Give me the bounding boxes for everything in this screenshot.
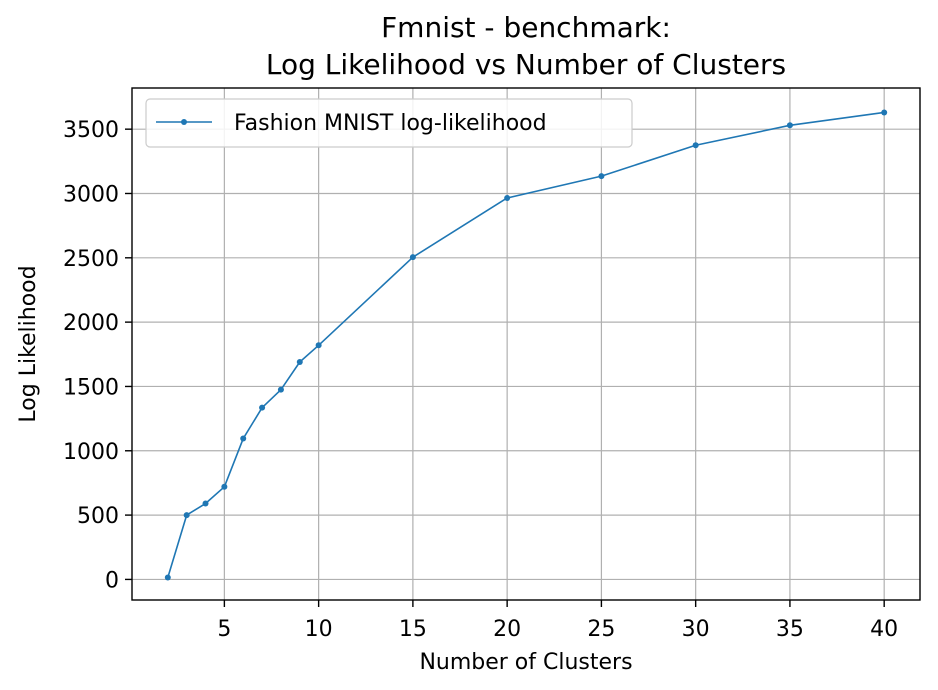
y-axis-ticks: 0 500 1000 1500 2000 2500 3000 3500: [63, 118, 132, 593]
legend-frame: [145, 98, 633, 148]
series-line: [167, 111, 885, 578]
legend-marker: [181, 119, 187, 125]
data-point: [221, 483, 228, 490]
x-axis-label: Number of Clusters: [419, 650, 632, 675]
x-tick-label: 20: [493, 617, 521, 642]
y-axis-label: Log Likelihood: [16, 265, 41, 422]
y-tick-label: 3500: [63, 118, 119, 143]
y-tick-label: 2500: [63, 247, 119, 272]
data-point: [183, 512, 190, 519]
data-point: [409, 254, 416, 261]
data-point: [296, 359, 303, 366]
chart-title: Fmnist - benchmark:: [381, 11, 671, 44]
y-tick-label: 3000: [63, 182, 119, 207]
y-tick-label: 2000: [63, 311, 119, 336]
x-tick-label: 40: [870, 617, 898, 642]
chart-subtitle: Log Likelihood vs Number of Clusters: [266, 48, 786, 81]
y-tick-label: 0: [105, 568, 119, 593]
data-point: [164, 574, 171, 581]
data-point: [504, 194, 511, 201]
y-tick-label: 500: [77, 504, 119, 529]
x-axis-ticks: 5 10 15 20 25 30 35 40: [217, 600, 898, 642]
grid: [132, 88, 920, 600]
y-tick-label: 1000: [63, 440, 119, 465]
data-point: [692, 142, 699, 149]
x-tick-label: 30: [682, 617, 710, 642]
series-layer: [164, 109, 888, 581]
data-point: [881, 109, 888, 116]
x-tick-label: 5: [217, 617, 231, 642]
data-point: [598, 173, 605, 180]
plot-frame: [131, 87, 921, 601]
data-point: [786, 122, 793, 129]
legend: Fashion MNIST log-likelihood: [145, 98, 633, 148]
x-tick-label: 35: [776, 617, 804, 642]
legend-entry-label: Fashion MNIST log-likelihood: [234, 111, 547, 136]
data-point: [277, 386, 284, 393]
x-tick-label: 25: [587, 617, 615, 642]
data-point: [259, 404, 266, 411]
data-point: [315, 342, 322, 349]
data-point: [240, 435, 247, 442]
x-tick-label: 10: [305, 617, 333, 642]
y-tick-label: 1500: [63, 375, 119, 400]
x-tick-label: 15: [399, 617, 427, 642]
data-point: [202, 500, 209, 507]
